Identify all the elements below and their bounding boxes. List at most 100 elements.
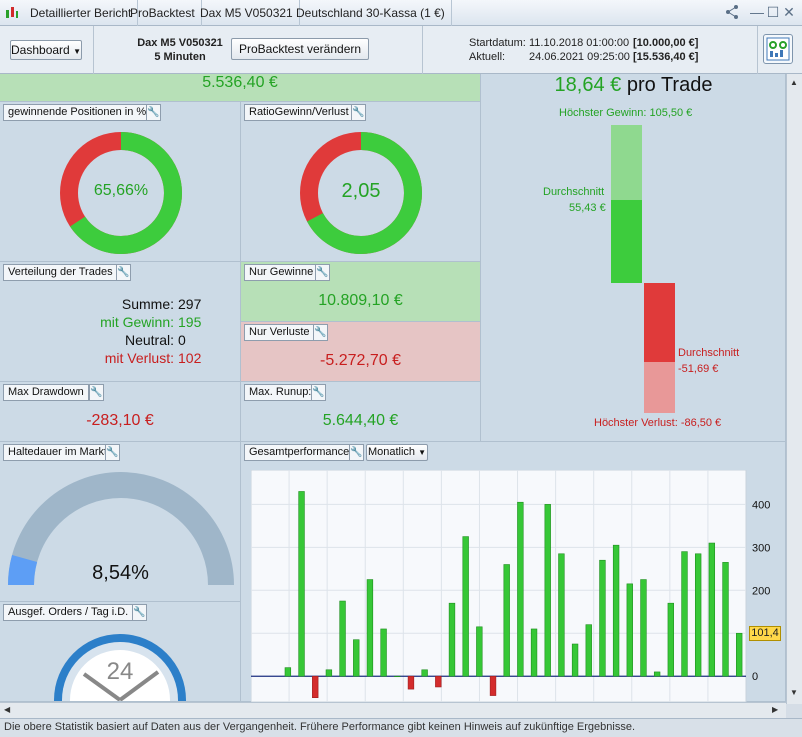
wrench-icon[interactable]: 🔧: [146, 104, 161, 121]
orders-title: Ausgef. Orders / Tag i.D.: [3, 604, 134, 621]
wrench-icon[interactable]: 🔧: [132, 604, 147, 621]
highest-gain-label: Höchster Gewinn: 105,50 €: [559, 107, 693, 119]
avg-loss-bar: [644, 283, 675, 362]
gains-only-value: 10.809,10 €: [318, 292, 403, 309]
bar-2: [312, 675, 319, 699]
bar-19: [544, 504, 551, 677]
wrench-icon[interactable]: 🔧: [315, 264, 330, 281]
scroll-left-icon[interactable]: ◀: [4, 705, 11, 714]
horizontal-scrollbar[interactable]: ◀ ▶: [0, 702, 786, 718]
bar-9: [407, 675, 415, 690]
win-percent-value: 65,66%: [93, 182, 149, 199]
distribution-sum-value: 297: [178, 296, 202, 312]
bar-32: [722, 562, 729, 677]
orders-value: 24: [106, 658, 134, 685]
scroll-up-icon[interactable]: ▲: [790, 78, 798, 87]
ratio-panel: RatioGewinn/Verlust 🔧 2,05: [241, 102, 481, 262]
bar-3: [325, 669, 333, 677]
highest-loss-label: Höchster Verlust: -86,50 €: [594, 417, 722, 429]
start-date-value: 11.10.2018 01:00:00: [529, 37, 630, 49]
holding-panel: Haltedauer im Markt 🔧 8,54%: [0, 442, 241, 602]
distribution-win-value: 195: [178, 314, 202, 330]
distribution-panel: Verteilung der Trades 🔧 Summe: 297 mit G…: [0, 262, 241, 382]
avg-gain-bar: [611, 200, 642, 283]
bar-33: [736, 632, 743, 677]
current-capital: [15.536,40 €]: [633, 51, 699, 63]
title-bar: Detaillierter Bericht ProBacktest Dax M5…: [0, 0, 802, 26]
bar-20: [558, 553, 565, 677]
bar-27: [653, 671, 661, 677]
distribution-loss-value: 102: [178, 350, 202, 366]
change-backtest-button[interactable]: ProBacktest verändern: [231, 38, 369, 60]
bar-18: [530, 628, 538, 677]
per-trade-header: 18,64 € pro Trade: [481, 74, 786, 97]
bar-6: [366, 579, 374, 677]
runup-value: 5.644,40 €: [322, 412, 399, 429]
tab-instrument[interactable]: Deutschland 30-Kassa (1 €): [290, 0, 452, 26]
per-trade-value: 18,64 €: [554, 74, 622, 96]
wrench-icon[interactable]: 🔧: [105, 444, 120, 461]
dashboard-dropdown[interactable]: Dashboard ▼: [10, 40, 82, 60]
bar-23: [599, 559, 606, 677]
drawdown-value: -283,10 €: [86, 412, 154, 429]
scroll-down-icon[interactable]: ▼: [790, 688, 798, 697]
bar-11: [435, 675, 442, 688]
wrench-icon[interactable]: 🔧: [349, 444, 364, 461]
performance-chart: 0100200300400: [251, 470, 770, 702]
status-bar: Die obere Statistik basiert auf Daten au…: [0, 718, 802, 737]
performance-title: Gesamtperformance: [244, 444, 355, 461]
minimize-icon[interactable]: —: [750, 4, 764, 20]
vertical-scrollbar[interactable]: ▲ ▼: [786, 74, 802, 704]
timeframe-label: 5 Minuten: [154, 51, 206, 63]
y-tick-label: 400: [752, 499, 770, 511]
runup-panel: Max. Runup: 🔧 5.644,40 €: [241, 382, 481, 442]
bar-29: [681, 551, 688, 677]
period-dropdown[interactable]: Monatlich ▼: [366, 444, 428, 461]
bar-30: [694, 553, 702, 677]
wrench-icon[interactable]: 🔧: [313, 324, 328, 341]
report-settings-icon[interactable]: [763, 34, 793, 64]
bar-10: [421, 669, 428, 677]
holding-value: 8,54%: [92, 562, 149, 584]
start-date-label: Startdatum:: [469, 37, 526, 49]
current-value-marker: 101,4: [749, 626, 781, 641]
tab-detailed-report[interactable]: Detaillierter Bericht: [24, 0, 139, 26]
bar-7: [380, 628, 387, 677]
avg-loss-value: -51,69 €: [678, 363, 719, 375]
bar-21: [571, 643, 579, 677]
share-icon[interactable]: [724, 4, 740, 20]
distribution-title: Verteilung der Trades: [3, 264, 118, 281]
per-trade-suffix: pro Trade: [626, 74, 713, 96]
start-capital: [10.000,00 €]: [633, 37, 699, 49]
avg-gain-label: Durchschnitt: [543, 186, 605, 198]
wrench-icon[interactable]: 🔧: [311, 384, 326, 401]
bar-1: [298, 491, 305, 677]
scroll-right-icon[interactable]: ▶: [772, 705, 779, 714]
bar-22: [585, 624, 592, 677]
bar-26: [640, 579, 647, 677]
bar-15: [489, 675, 497, 696]
losses-only-value: -5.272,70 €: [320, 352, 401, 369]
distribution-win-label: mit Gewinn:: [100, 314, 174, 330]
current-date-label: Aktuell:: [469, 51, 506, 63]
wrench-icon[interactable]: 🔧: [89, 384, 104, 401]
wrench-icon[interactable]: 🔧: [116, 264, 131, 281]
avg-loss-label: Durchschnitt: [678, 347, 740, 359]
y-tick-label: 200: [752, 585, 770, 597]
drawdown-title: Max Drawdown: [3, 384, 89, 401]
bar-16: [503, 564, 510, 677]
avg-gain-value: 55,43 €: [569, 202, 606, 214]
close-icon[interactable]: ✕: [783, 4, 795, 20]
bar-14: [476, 626, 483, 677]
distribution-loss-label: mit Verlust:: [104, 350, 174, 366]
ratio-donut: [300, 132, 422, 254]
wrench-icon[interactable]: 🔧: [351, 104, 366, 121]
tab-strategy[interactable]: Dax M5 V050321: [194, 0, 300, 26]
tab-probacktest[interactable]: ProBacktest: [124, 0, 202, 26]
chart-app-icon: [5, 6, 19, 20]
maximize-icon[interactable]: ☐: [766, 4, 780, 20]
bar-31: [708, 542, 716, 677]
chevron-down-icon: ▼: [73, 47, 81, 56]
period-label: Monatlich: [367, 446, 416, 458]
holding-title: Haltedauer im Markt: [3, 444, 113, 461]
